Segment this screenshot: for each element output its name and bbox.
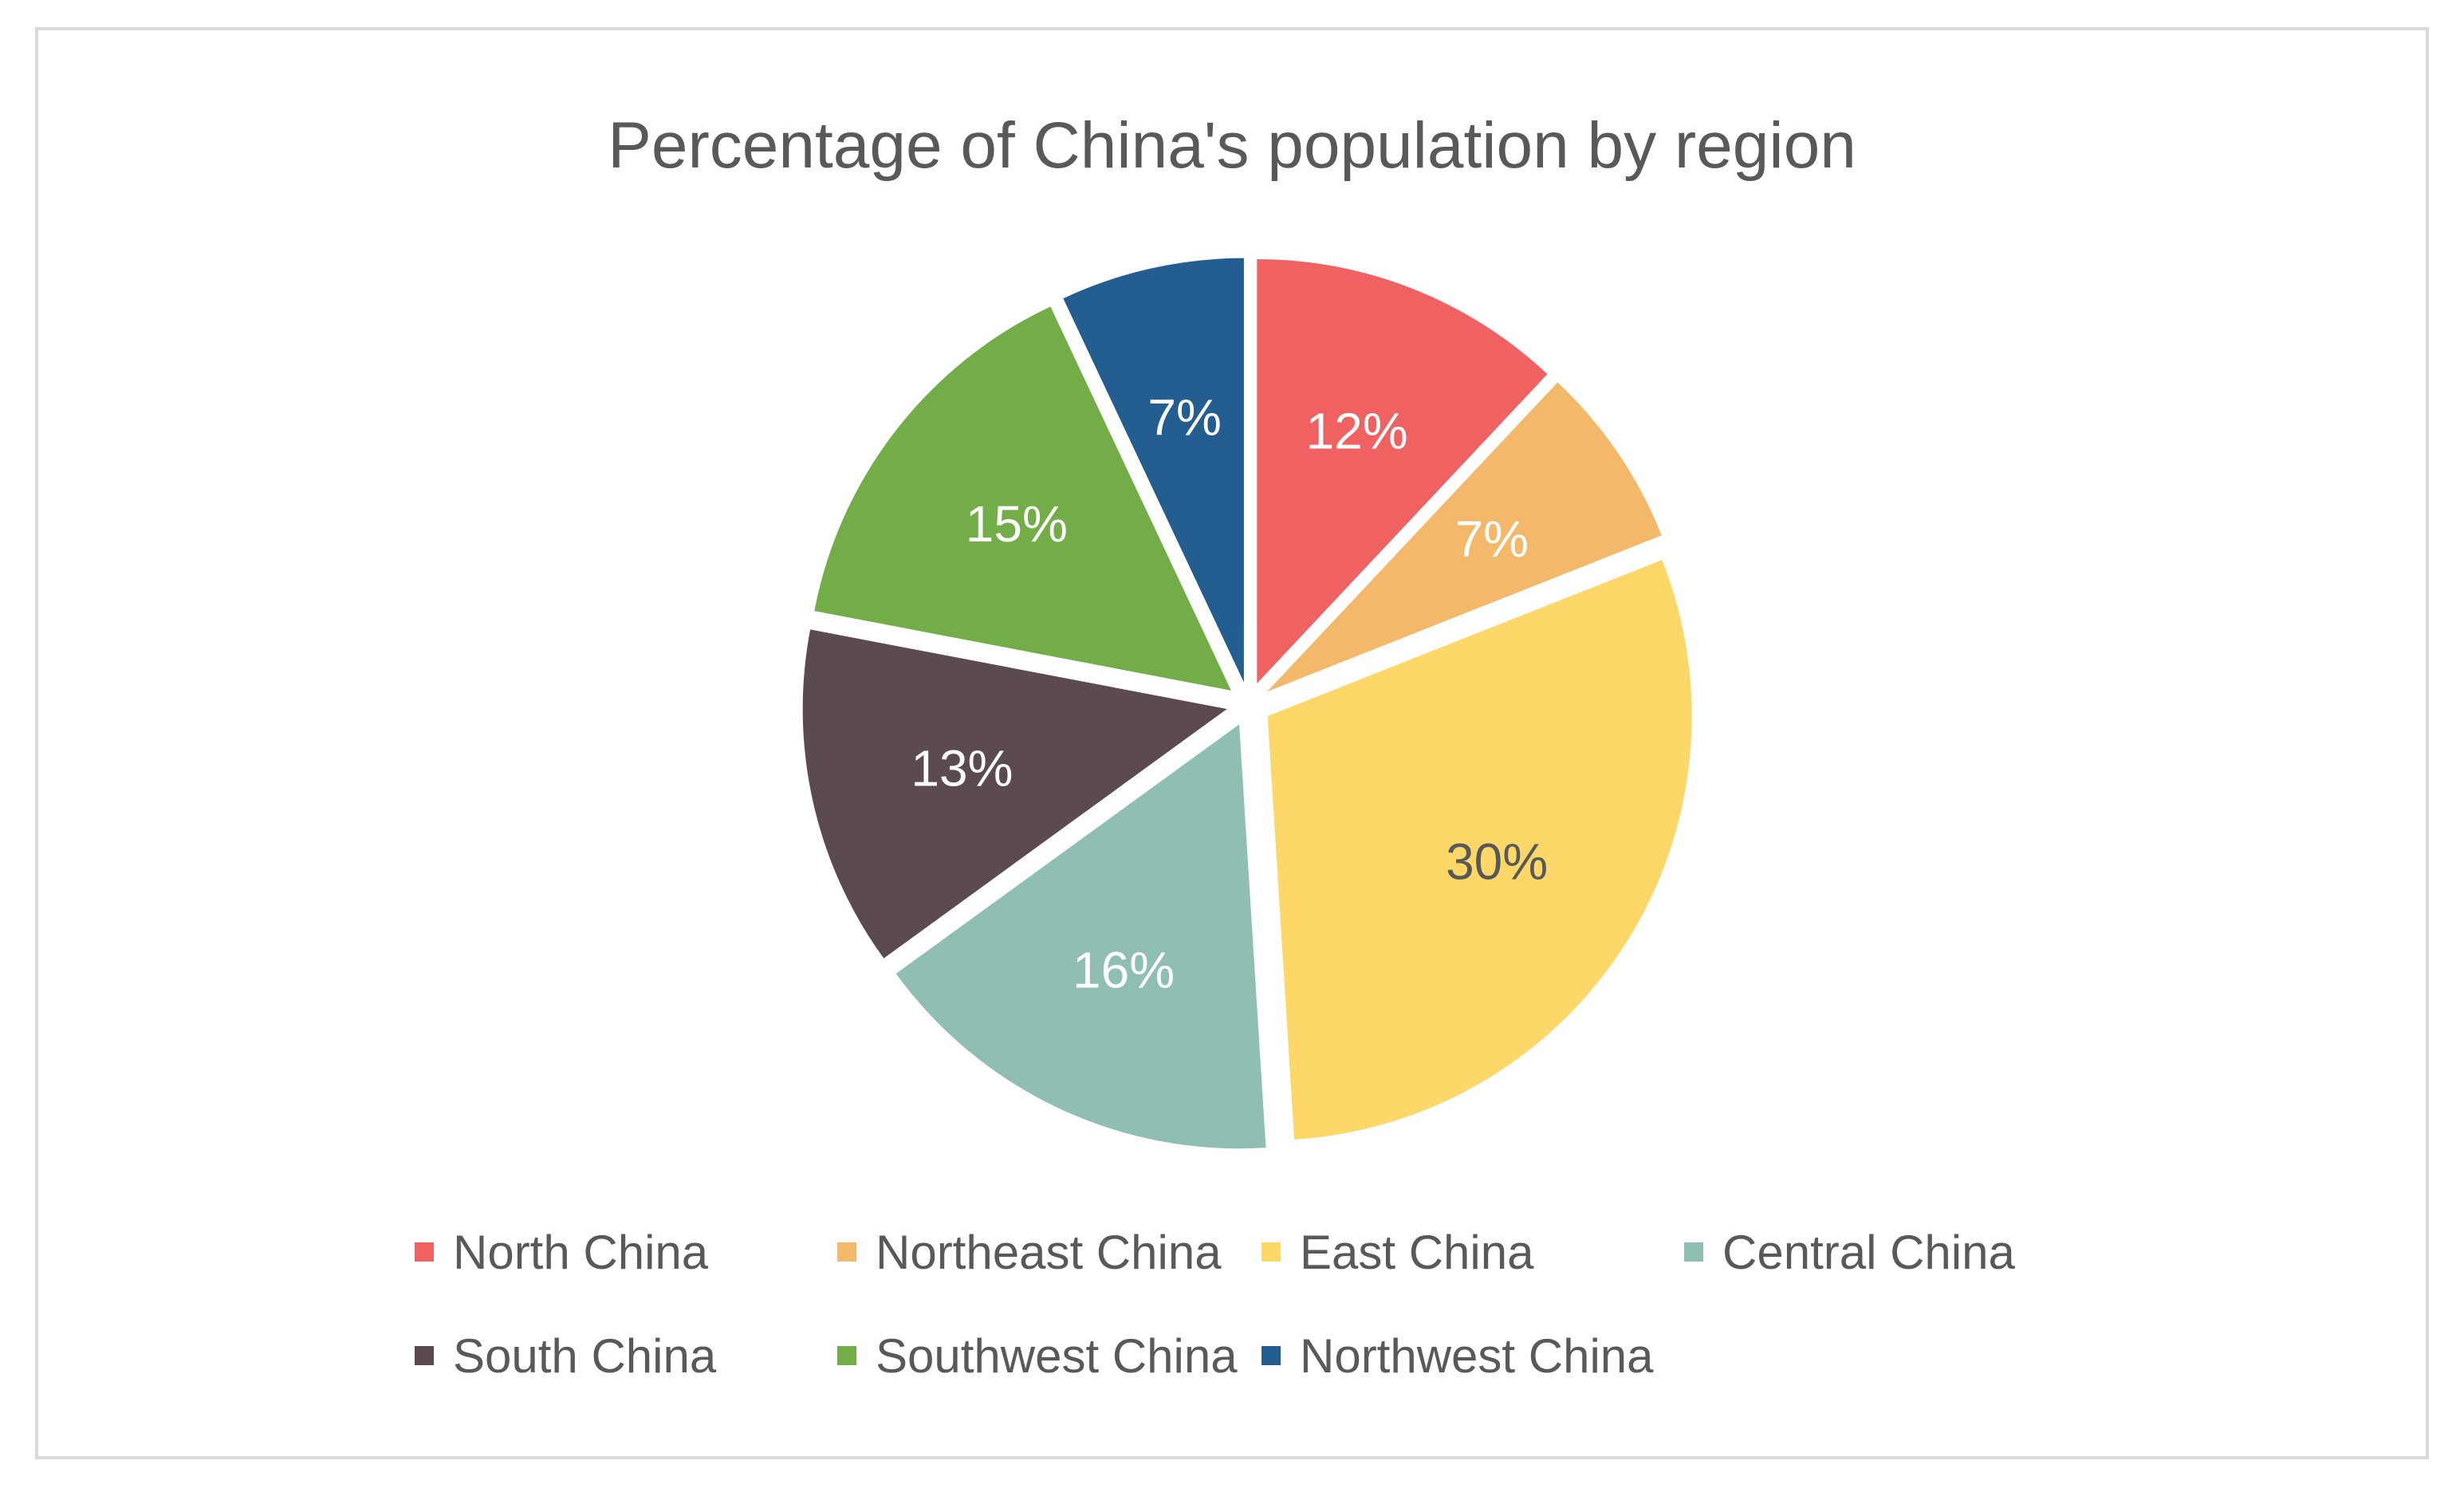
legend-item-northwest-china: Northwest China bbox=[1262, 1328, 1654, 1384]
legend-swatch bbox=[415, 1346, 434, 1365]
pie-slice-east-china bbox=[1267, 560, 1692, 1140]
legend-item-east-china: East China bbox=[1262, 1224, 1534, 1280]
legend-swatch bbox=[1684, 1242, 1703, 1262]
legend-item-central-china: Central China bbox=[1684, 1224, 2015, 1280]
data-label-central-china: 16% bbox=[1073, 941, 1175, 998]
data-label-south-china: 13% bbox=[911, 739, 1013, 797]
legend-swatch bbox=[1262, 1242, 1281, 1262]
legend-label: Northwest China bbox=[1300, 1329, 1654, 1383]
legend-item-south-china: South China bbox=[415, 1328, 716, 1384]
legend-label: Central China bbox=[1722, 1225, 2015, 1279]
legend-label: Northeast China bbox=[876, 1225, 1222, 1279]
legend-label: South China bbox=[453, 1329, 717, 1383]
pie-slice-central-china bbox=[895, 724, 1266, 1149]
data-label-east-china: 30% bbox=[1446, 833, 1548, 890]
data-label-north-china: 12% bbox=[1306, 402, 1408, 459]
pie-slice-south-china bbox=[802, 629, 1227, 959]
legend-label: North China bbox=[453, 1225, 709, 1279]
legend-label: Southwest China bbox=[876, 1329, 1238, 1383]
pie-slice-north-china bbox=[1257, 258, 1548, 683]
pie-slice-southwest-china bbox=[814, 306, 1231, 691]
data-label-southwest-china: 15% bbox=[966, 495, 1068, 553]
data-label-northeast-china: 7% bbox=[1455, 510, 1529, 568]
legend-swatch bbox=[837, 1242, 856, 1262]
data-label-northwest-china: 7% bbox=[1147, 388, 1222, 446]
pie-slice-northwest-china bbox=[1063, 258, 1244, 683]
pie-slice-northeast-china bbox=[1267, 382, 1662, 692]
legend-swatch bbox=[1262, 1346, 1281, 1365]
legend-label: East China bbox=[1300, 1225, 1534, 1279]
legend-item-northeast-china: Northeast China bbox=[837, 1224, 1222, 1280]
legend-swatch bbox=[837, 1346, 856, 1365]
chart-title: Percentage of China's population by regi… bbox=[608, 109, 1856, 182]
legend-item-north-china: North China bbox=[415, 1224, 708, 1280]
legend-item-southwest-china: Southwest China bbox=[837, 1328, 1238, 1384]
legend-swatch bbox=[415, 1242, 434, 1262]
